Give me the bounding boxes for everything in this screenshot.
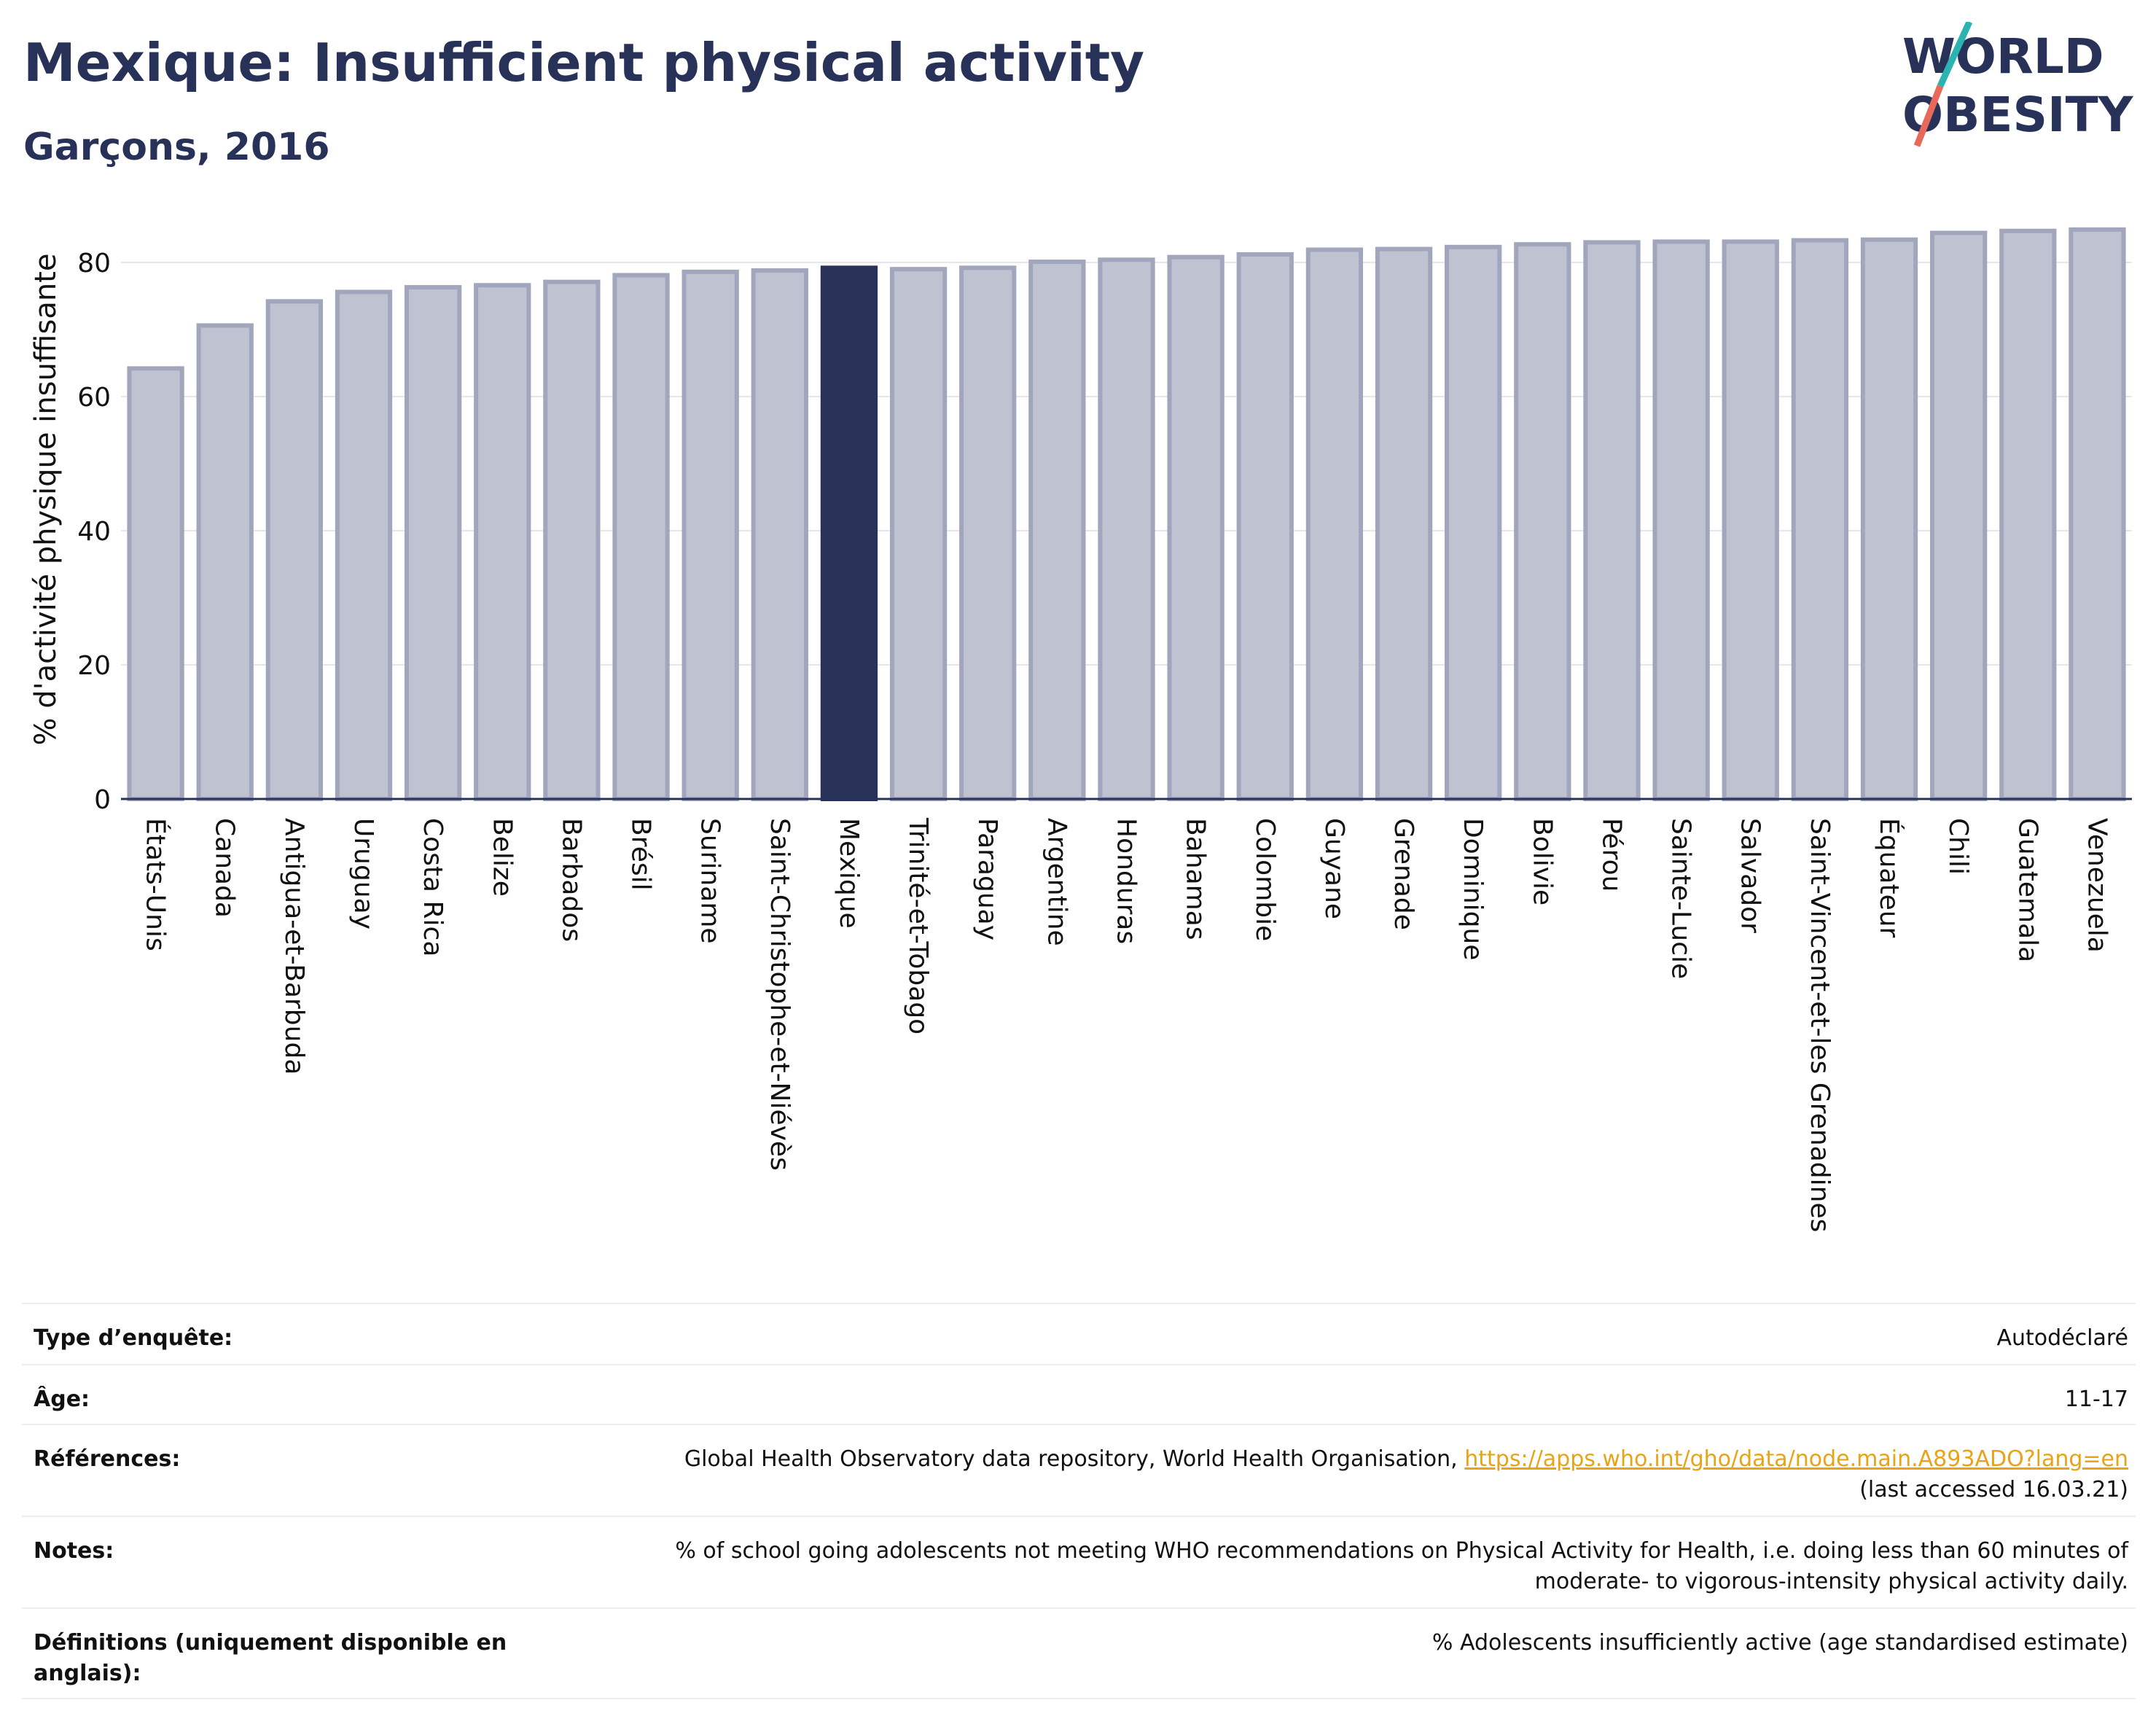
age-value: 11-17 [2064, 1387, 2128, 1412]
bar-saint-christophe-et-ni-v-s [751, 268, 808, 802]
bar-guatemala [1999, 228, 2057, 801]
x-tick-label: Belize [487, 818, 517, 897]
x-tick-label: Guyane [1319, 818, 1349, 919]
details-table: Type d’enquête: Autodéclaré Âge: 11-17 R… [22, 1303, 2136, 1699]
logo-line1: WORLD [1902, 28, 2104, 85]
bar-barbados [543, 279, 601, 801]
references-text: Global Health Observatory data repositor… [684, 1446, 1458, 1472]
bar-antigua-et-barbuda [265, 299, 323, 801]
bar--quateur [1860, 237, 1918, 802]
y-tick-label: 60 [77, 383, 111, 413]
x-tick-label: Chili [1943, 818, 1973, 875]
bar-venezuela [2069, 227, 2126, 802]
y-tick-label: 0 [94, 785, 111, 815]
bar-chart: 0 20 40 60 80 États-Unis Canada Antigua-et-Barb… [29, 227, 2132, 1232]
chart-subtitle: Garçons, 2016 [23, 125, 330, 169]
bar--tats-unis [127, 366, 184, 801]
x-tick-label: Saint-Vincent-et-les Grenadines [1805, 818, 1835, 1232]
world-obesity-logo: WORLD OBESITY [1902, 22, 2134, 147]
bar-paraguay [959, 265, 1017, 801]
x-tick-label: Bahamas [1181, 818, 1211, 940]
x-tick-label: Sainte-Lucie [1666, 818, 1696, 979]
bar-costa-rica [404, 285, 462, 802]
x-tick-label: Guatemala [2012, 818, 2042, 962]
survey-type-label: Type d’enquête: [34, 1325, 233, 1351]
y-axis-label: % d'activité physique insuffisante [29, 254, 63, 746]
logo-slash-teal [1937, 22, 1973, 87]
x-tick-label: Brésil [626, 818, 656, 891]
y-tick-label: 80 [77, 249, 111, 278]
x-tick-label: Saint-Christophe-et-Niévès [765, 818, 794, 1171]
bar-grenade [1375, 246, 1433, 802]
x-tick-label: États-Unis [141, 818, 171, 951]
x-tick-label: Équateur [1874, 818, 1905, 938]
y-tick-label: 20 [77, 651, 111, 681]
x-tick-label: Uruguay [348, 818, 378, 929]
x-tick-label: Trinité-et-Tobago [903, 817, 933, 1034]
bar-bolivie [1514, 242, 1571, 802]
bar-chili [1930, 230, 1988, 801]
bar-colombie [1236, 252, 1294, 801]
x-tick-label: Costa Rica [418, 818, 448, 956]
logo-line2: OBESITY [1902, 87, 2134, 143]
bar-belize [474, 283, 531, 801]
x-tick-label: Venezuela [2082, 818, 2112, 953]
x-tick-label: Canada [210, 818, 240, 918]
x-tick-label: Suriname [695, 818, 725, 944]
bar-uruguay [335, 289, 393, 802]
y-tick-label: 40 [77, 517, 111, 547]
notes-value: % of school going adolescents not meetin… [675, 1538, 2128, 1594]
bar-canada [196, 323, 254, 802]
x-tick-label: Dominique [1458, 818, 1488, 960]
x-tick-label: Colombie [1250, 818, 1280, 941]
x-tick-label: Pérou [1596, 818, 1626, 892]
bars [127, 227, 2126, 802]
definitions-row: Définitions (uniquement disponible en an… [22, 1607, 2136, 1699]
bar-argentine [1028, 260, 1086, 801]
chart-title: Mexique: Insufficient physical activity [23, 32, 1145, 93]
axes: 0 20 40 60 80 États-Unis Canada Antigua-et-Barb… [77, 249, 2132, 1232]
bar-sainte-lucie [1652, 239, 1710, 802]
survey-type-value: Autodéclaré [1996, 1325, 2129, 1351]
age-label: Âge: [34, 1387, 90, 1412]
references-label: Références: [34, 1446, 181, 1472]
bar-dominique [1445, 244, 1502, 801]
bar-guyane [1305, 247, 1364, 801]
survey-type-row: Type d’enquête: Autodéclaré [22, 1303, 2136, 1364]
bar-saint-vincent-et-les-grenadines [1791, 238, 1849, 801]
x-tick-label: Paraguay [972, 818, 1002, 940]
notes-row: Notes: % of school going adolescents not… [22, 1516, 2136, 1607]
x-tick-label: Argentine [1042, 818, 1071, 946]
x-tick-label: Mexique [834, 818, 864, 929]
definitions-value: % Adolescents insufficiently active (age… [1432, 1630, 2128, 1656]
references-value: Global Health Observatory data repositor… [598, 1444, 2128, 1505]
bar-br-sil [612, 273, 670, 802]
x-tick-label: Bolivie [1527, 818, 1557, 905]
bar-honduras [1098, 257, 1155, 801]
references-row: Références: Global Health Observatory da… [22, 1424, 2136, 1516]
bar-salvador [1722, 239, 1779, 802]
logo-slash-red [1913, 85, 1944, 147]
bar-bahamas [1167, 254, 1225, 801]
x-tick-label: Barbados [556, 818, 586, 942]
bar-suriname [681, 269, 739, 801]
bar-mexique [820, 265, 878, 801]
age-row: Âge: 11-17 [22, 1364, 2136, 1424]
bar-p-rou [1583, 240, 1641, 801]
references-link[interactable]: https://apps.who.int/gho/data/node.main.… [1464, 1446, 2128, 1472]
references-accessed: (last accessed 16.03.21) [1859, 1477, 2128, 1502]
bar-trinit-et-tobago [889, 267, 948, 801]
x-tick-label: Honduras [1112, 818, 1141, 944]
x-tick-label: Grenade [1388, 818, 1418, 930]
notes-label: Notes: [34, 1538, 114, 1564]
definitions-label: Définitions (uniquement disponible en an… [34, 1630, 507, 1686]
x-tick-label: Salvador [1735, 818, 1765, 933]
x-tick-label: Antigua-et-Barbuda [279, 818, 309, 1075]
